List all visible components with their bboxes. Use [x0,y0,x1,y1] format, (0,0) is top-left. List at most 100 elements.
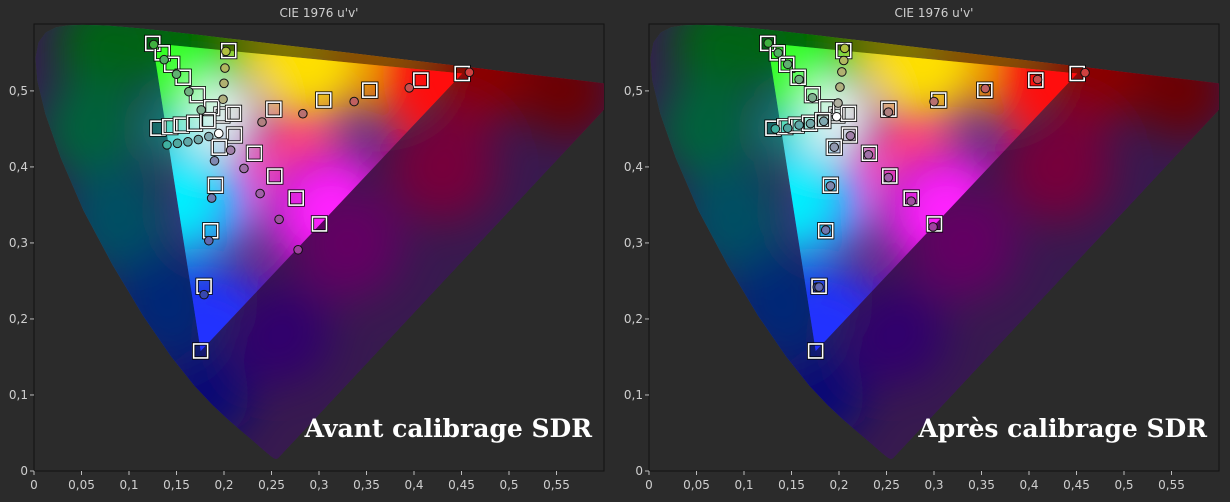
target-square [840,105,857,122]
target-square [759,35,776,52]
y-tick-label: 0,1 [9,388,28,402]
measured-point [464,67,475,78]
measured-point [835,82,845,92]
x-tick-label: 0,55 [1158,478,1185,492]
measured-point [148,39,159,50]
target-square [811,278,827,295]
chart-before: 0 0,05 0,1 0,15 0,2 0,25 0,3 0,35 0,4 0,45 0,5 0,55… [9,6,605,492]
target-square [246,145,263,162]
measured-point [225,145,236,155]
measured-point [184,86,194,97]
target-square [769,45,786,61]
measured-point [349,96,359,107]
target-square [211,139,228,155]
measured-point [839,43,850,54]
measured-point [794,120,804,130]
y-tick-label: 0,1 [624,388,643,402]
measured-point [845,130,856,141]
x-tick-label: 0,1 [119,478,138,492]
measured-point [782,123,793,133]
x-tick-label: 0,5 [1114,478,1133,492]
target-square [226,127,243,143]
x-tick-label: 0,45 [1063,478,1090,492]
measured-point [814,282,824,292]
x-tick-label: 0,3 [924,478,943,492]
measured-point [833,98,843,108]
measured-point [863,149,874,160]
x-tick-label: 0,05 [68,478,95,492]
y-tick-label: 0,3 [624,236,643,250]
spectral-locus [35,24,604,459]
target-square [861,145,878,162]
y-tick-label: 0,2 [9,312,28,326]
calibration-label: Avant calibrage SDR [304,414,593,443]
measured-point [906,196,917,206]
y-tick-label: 0,3 [9,236,28,250]
measured-point [805,118,816,129]
measured-point [199,289,209,300]
target-square [413,72,429,88]
y-tick-label: 0,5 [9,84,28,98]
x-tick-label: 0,35 [353,478,380,492]
measured-point [782,59,793,70]
measured-point [819,116,829,127]
y-tick-label: 0,4 [624,160,643,174]
measured-point [193,134,204,145]
target-square [790,69,806,86]
measured-point [928,222,938,232]
target-square [162,118,178,135]
target-square [362,82,378,98]
measured-point [838,55,849,66]
y-tick-label: 0 [635,464,643,478]
measured-point [213,128,224,139]
measured-point [255,188,265,199]
measured-point [206,193,217,203]
y-tick-label: 0 [20,464,28,478]
measured-point [763,38,774,48]
measured-point [219,78,229,89]
measured-point [204,131,214,142]
measured-point [883,172,894,183]
measured-point [218,94,228,105]
measured-point [883,107,894,117]
x-tick-label: 0,4 [1019,478,1038,492]
measured-point [293,244,303,255]
target-square [807,343,824,359]
measured-point [239,163,249,174]
measured-point [831,111,842,122]
calibration-label: Après calibrage SDR [917,414,1207,443]
measured-point [929,96,939,107]
target-square [315,92,332,108]
measured-point [162,140,172,150]
measured-point [807,92,818,103]
measured-point [825,181,836,191]
target-square [882,168,898,184]
measured-point [196,105,206,115]
chart-title: CIE 1976 u'v' [895,6,974,20]
measured-point [770,124,781,134]
target-square [144,35,161,52]
measured-point [773,48,783,58]
x-tick-label: 0 [645,478,653,492]
x-tick-label: 0 [30,478,38,492]
x-tick-label: 0,1 [734,478,753,492]
measured-point [298,108,308,119]
target-square [311,216,328,232]
x-tick-label: 0,25 [873,478,900,492]
target-square [192,343,209,359]
x-tick-label: 0,05 [683,478,710,492]
x-tick-label: 0,2 [829,478,848,492]
x-tick-label: 0,35 [968,478,995,492]
measured-point [171,69,182,79]
target-square [207,177,224,193]
target-square [267,168,283,184]
target-square [200,112,216,129]
measured-point [221,46,231,57]
measured-point [837,67,847,77]
measured-point [274,214,284,225]
y-tick-label: 0,2 [624,312,643,326]
x-tick-label: 0,3 [309,478,328,492]
measured-point [183,137,193,147]
measured-point [172,138,183,149]
x-tick-label: 0,55 [543,478,570,492]
